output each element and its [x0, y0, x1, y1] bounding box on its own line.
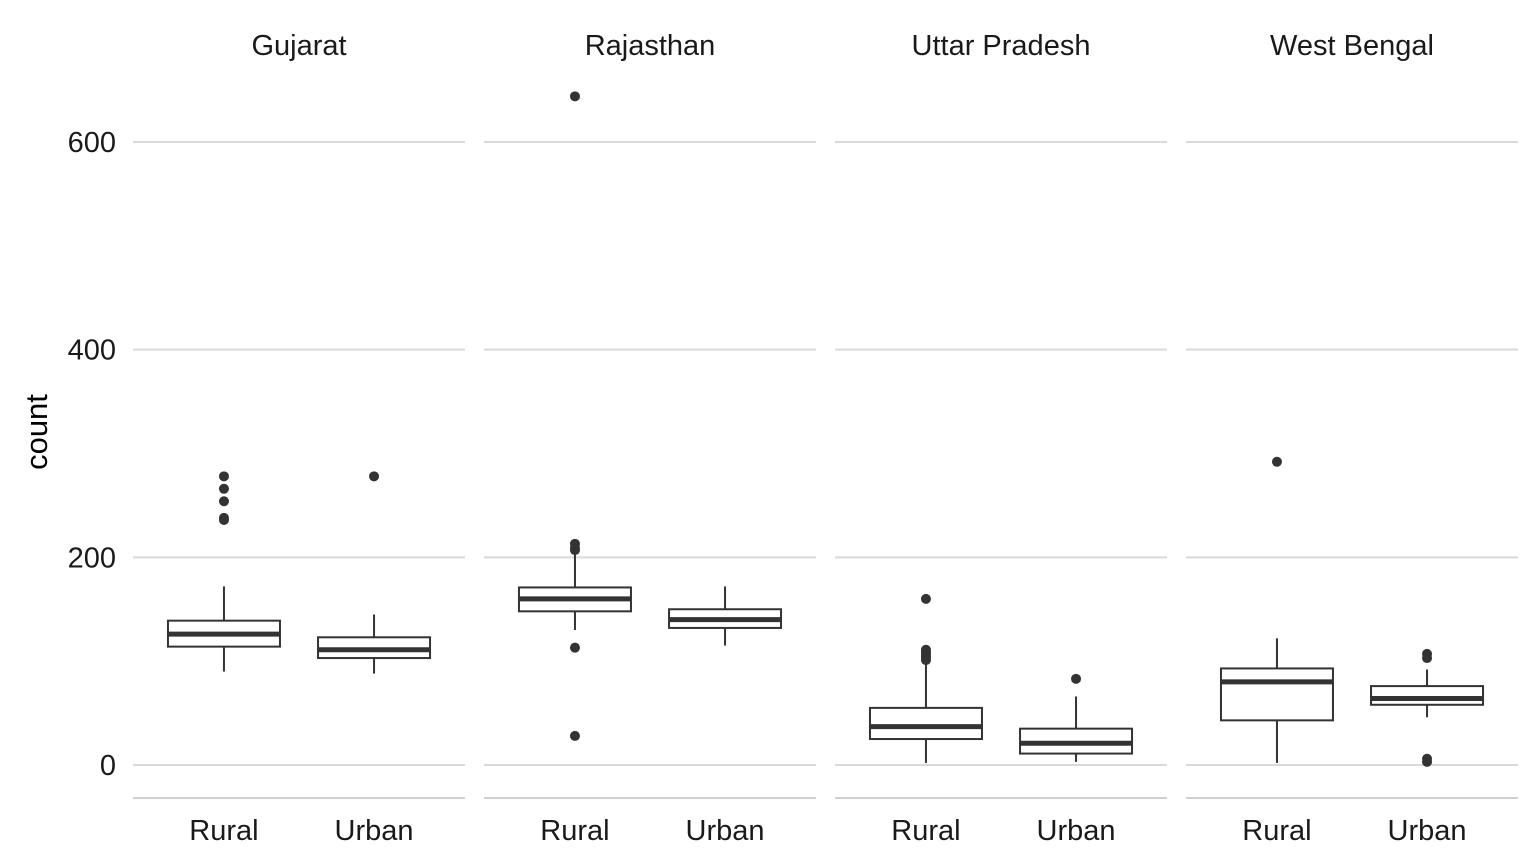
outlier-point: [569, 642, 580, 653]
x-tick-label: Urban: [1388, 815, 1467, 847]
label-layer: 0 200 400 600 Gujarat Rural Urban Rajasthan Rura…: [68, 30, 1467, 847]
box-rural: [517, 91, 632, 741]
outlier-point: [920, 644, 931, 655]
outlier-point: [218, 512, 229, 523]
outlier-point: [569, 538, 580, 549]
facet-title: West Bengal: [1270, 30, 1434, 62]
x-tick-label: Urban: [1037, 815, 1116, 847]
box-rural: [166, 471, 281, 672]
outlier-point: [1422, 753, 1433, 764]
box-urban: [317, 471, 432, 674]
x-tick-label: Rural: [891, 815, 960, 847]
iqr-box: [868, 706, 983, 741]
box-urban: [1019, 673, 1134, 762]
facet-title: Rajasthan: [585, 30, 716, 62]
outlier-point: [218, 483, 229, 494]
outlier-point: [218, 471, 229, 482]
box-rural: [1219, 456, 1334, 763]
y-tick-label: 600: [68, 127, 116, 159]
outlier-point: [218, 496, 229, 507]
x-tick-label: Rural: [540, 815, 609, 847]
y-tick-label: 200: [68, 542, 116, 574]
box-rural: [868, 593, 983, 763]
y-tick-label: 0: [100, 750, 116, 782]
y-tick-label: 400: [68, 335, 116, 367]
box-urban: [668, 586, 783, 646]
facet-title: Uttar Pradesh: [912, 30, 1091, 62]
y-axis-title: count: [19, 394, 54, 470]
data-layer: [166, 91, 1485, 767]
outlier-point: [1271, 456, 1282, 467]
outlier-point: [920, 593, 931, 604]
facet-title: Gujarat: [251, 30, 346, 62]
x-tick-label: Urban: [686, 815, 765, 847]
outlier-point: [369, 471, 380, 482]
x-tick-label: Rural: [189, 815, 258, 847]
grid-layer: [133, 141, 1518, 799]
outlier-point: [1071, 673, 1082, 684]
iqr-box: [1370, 685, 1485, 706]
box-urban: [1370, 648, 1485, 767]
iqr-box: [1219, 667, 1334, 722]
outlier-point: [569, 730, 580, 741]
outlier-point: [1422, 648, 1433, 659]
x-tick-label: Urban: [335, 815, 414, 847]
outlier-point: [569, 91, 580, 102]
x-tick-label: Rural: [1242, 815, 1311, 847]
